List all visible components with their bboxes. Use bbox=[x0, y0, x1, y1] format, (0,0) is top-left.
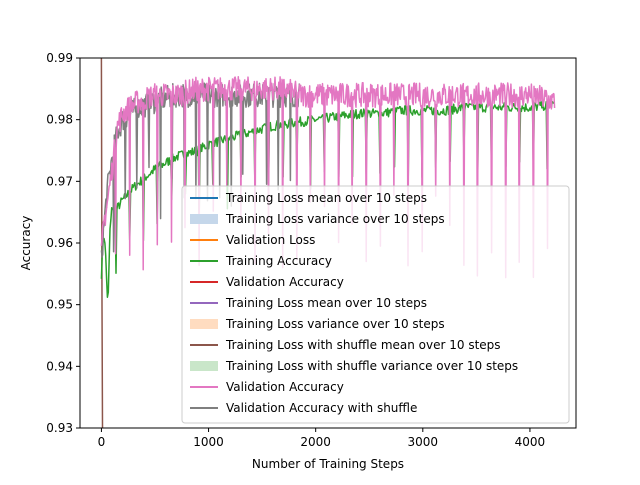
x-axis-label: Number of Training Steps bbox=[252, 457, 404, 471]
y-tick-label: 0.93 bbox=[46, 421, 73, 435]
legend-item: Validation Accuracy bbox=[190, 380, 344, 394]
x-tick-label: 2000 bbox=[300, 435, 331, 449]
legend-label: Training Loss with shuffle mean over 10 … bbox=[225, 338, 501, 352]
y-axis-label: Accuracy bbox=[19, 216, 33, 271]
x-tick-label: 3000 bbox=[408, 435, 439, 449]
legend-label: Validation Loss bbox=[226, 233, 315, 247]
legend-swatch bbox=[190, 361, 218, 371]
x-tick-label: 0 bbox=[98, 435, 106, 449]
y-tick-label: 0.99 bbox=[46, 51, 73, 65]
legend-item: Training Loss with shuffle mean over 10 … bbox=[190, 338, 501, 352]
legend-item: Training Loss mean over 10 steps bbox=[190, 191, 427, 205]
legend-label: Validation Accuracy bbox=[226, 275, 344, 289]
legend-item: Training Loss variance over 10 steps bbox=[190, 212, 445, 226]
legend-box bbox=[181, 185, 570, 424]
series-line-validation-accuracy bbox=[100, 75, 556, 279]
legend-item: Training Loss variance over 10 steps bbox=[190, 317, 445, 331]
legend-label: Training Loss mean over 10 steps bbox=[225, 191, 427, 205]
series-line-training-loss-with-shuffle-mean-over-10-steps bbox=[100, 58, 104, 428]
legend-label: Training Loss mean over 10 steps bbox=[225, 296, 427, 310]
legend-swatch bbox=[190, 214, 218, 224]
legend-label: Training Accuracy bbox=[225, 254, 332, 268]
legend-label: Training Loss variance over 10 steps bbox=[225, 317, 445, 331]
y-tick-label: 0.96 bbox=[46, 236, 73, 250]
y-tick-label: 0.95 bbox=[46, 298, 73, 312]
legend-label: Validation Accuracy with shuffle bbox=[226, 401, 417, 415]
legend-item: Validation Accuracy with shuffle bbox=[190, 401, 417, 415]
legend-label: Validation Accuracy bbox=[226, 380, 344, 394]
y-tick-label: 0.97 bbox=[46, 174, 73, 188]
legend-item: Training Loss with shuffle variance over… bbox=[190, 359, 518, 373]
y-tick-label: 0.94 bbox=[46, 359, 73, 373]
x-tick-label: 4000 bbox=[515, 435, 546, 449]
legend-item: Validation Loss bbox=[190, 233, 315, 247]
legend-item: Training Loss mean over 10 steps bbox=[190, 296, 427, 310]
y-tick-label: 0.98 bbox=[46, 113, 73, 127]
legend-item: Validation Accuracy bbox=[190, 275, 344, 289]
legend-swatch bbox=[190, 319, 218, 329]
x-tick-label: 1000 bbox=[193, 435, 224, 449]
legend-label: Training Loss with shuffle variance over… bbox=[225, 359, 518, 373]
legend-item: Training Accuracy bbox=[190, 254, 332, 268]
legend-label: Training Loss variance over 10 steps bbox=[225, 212, 445, 226]
